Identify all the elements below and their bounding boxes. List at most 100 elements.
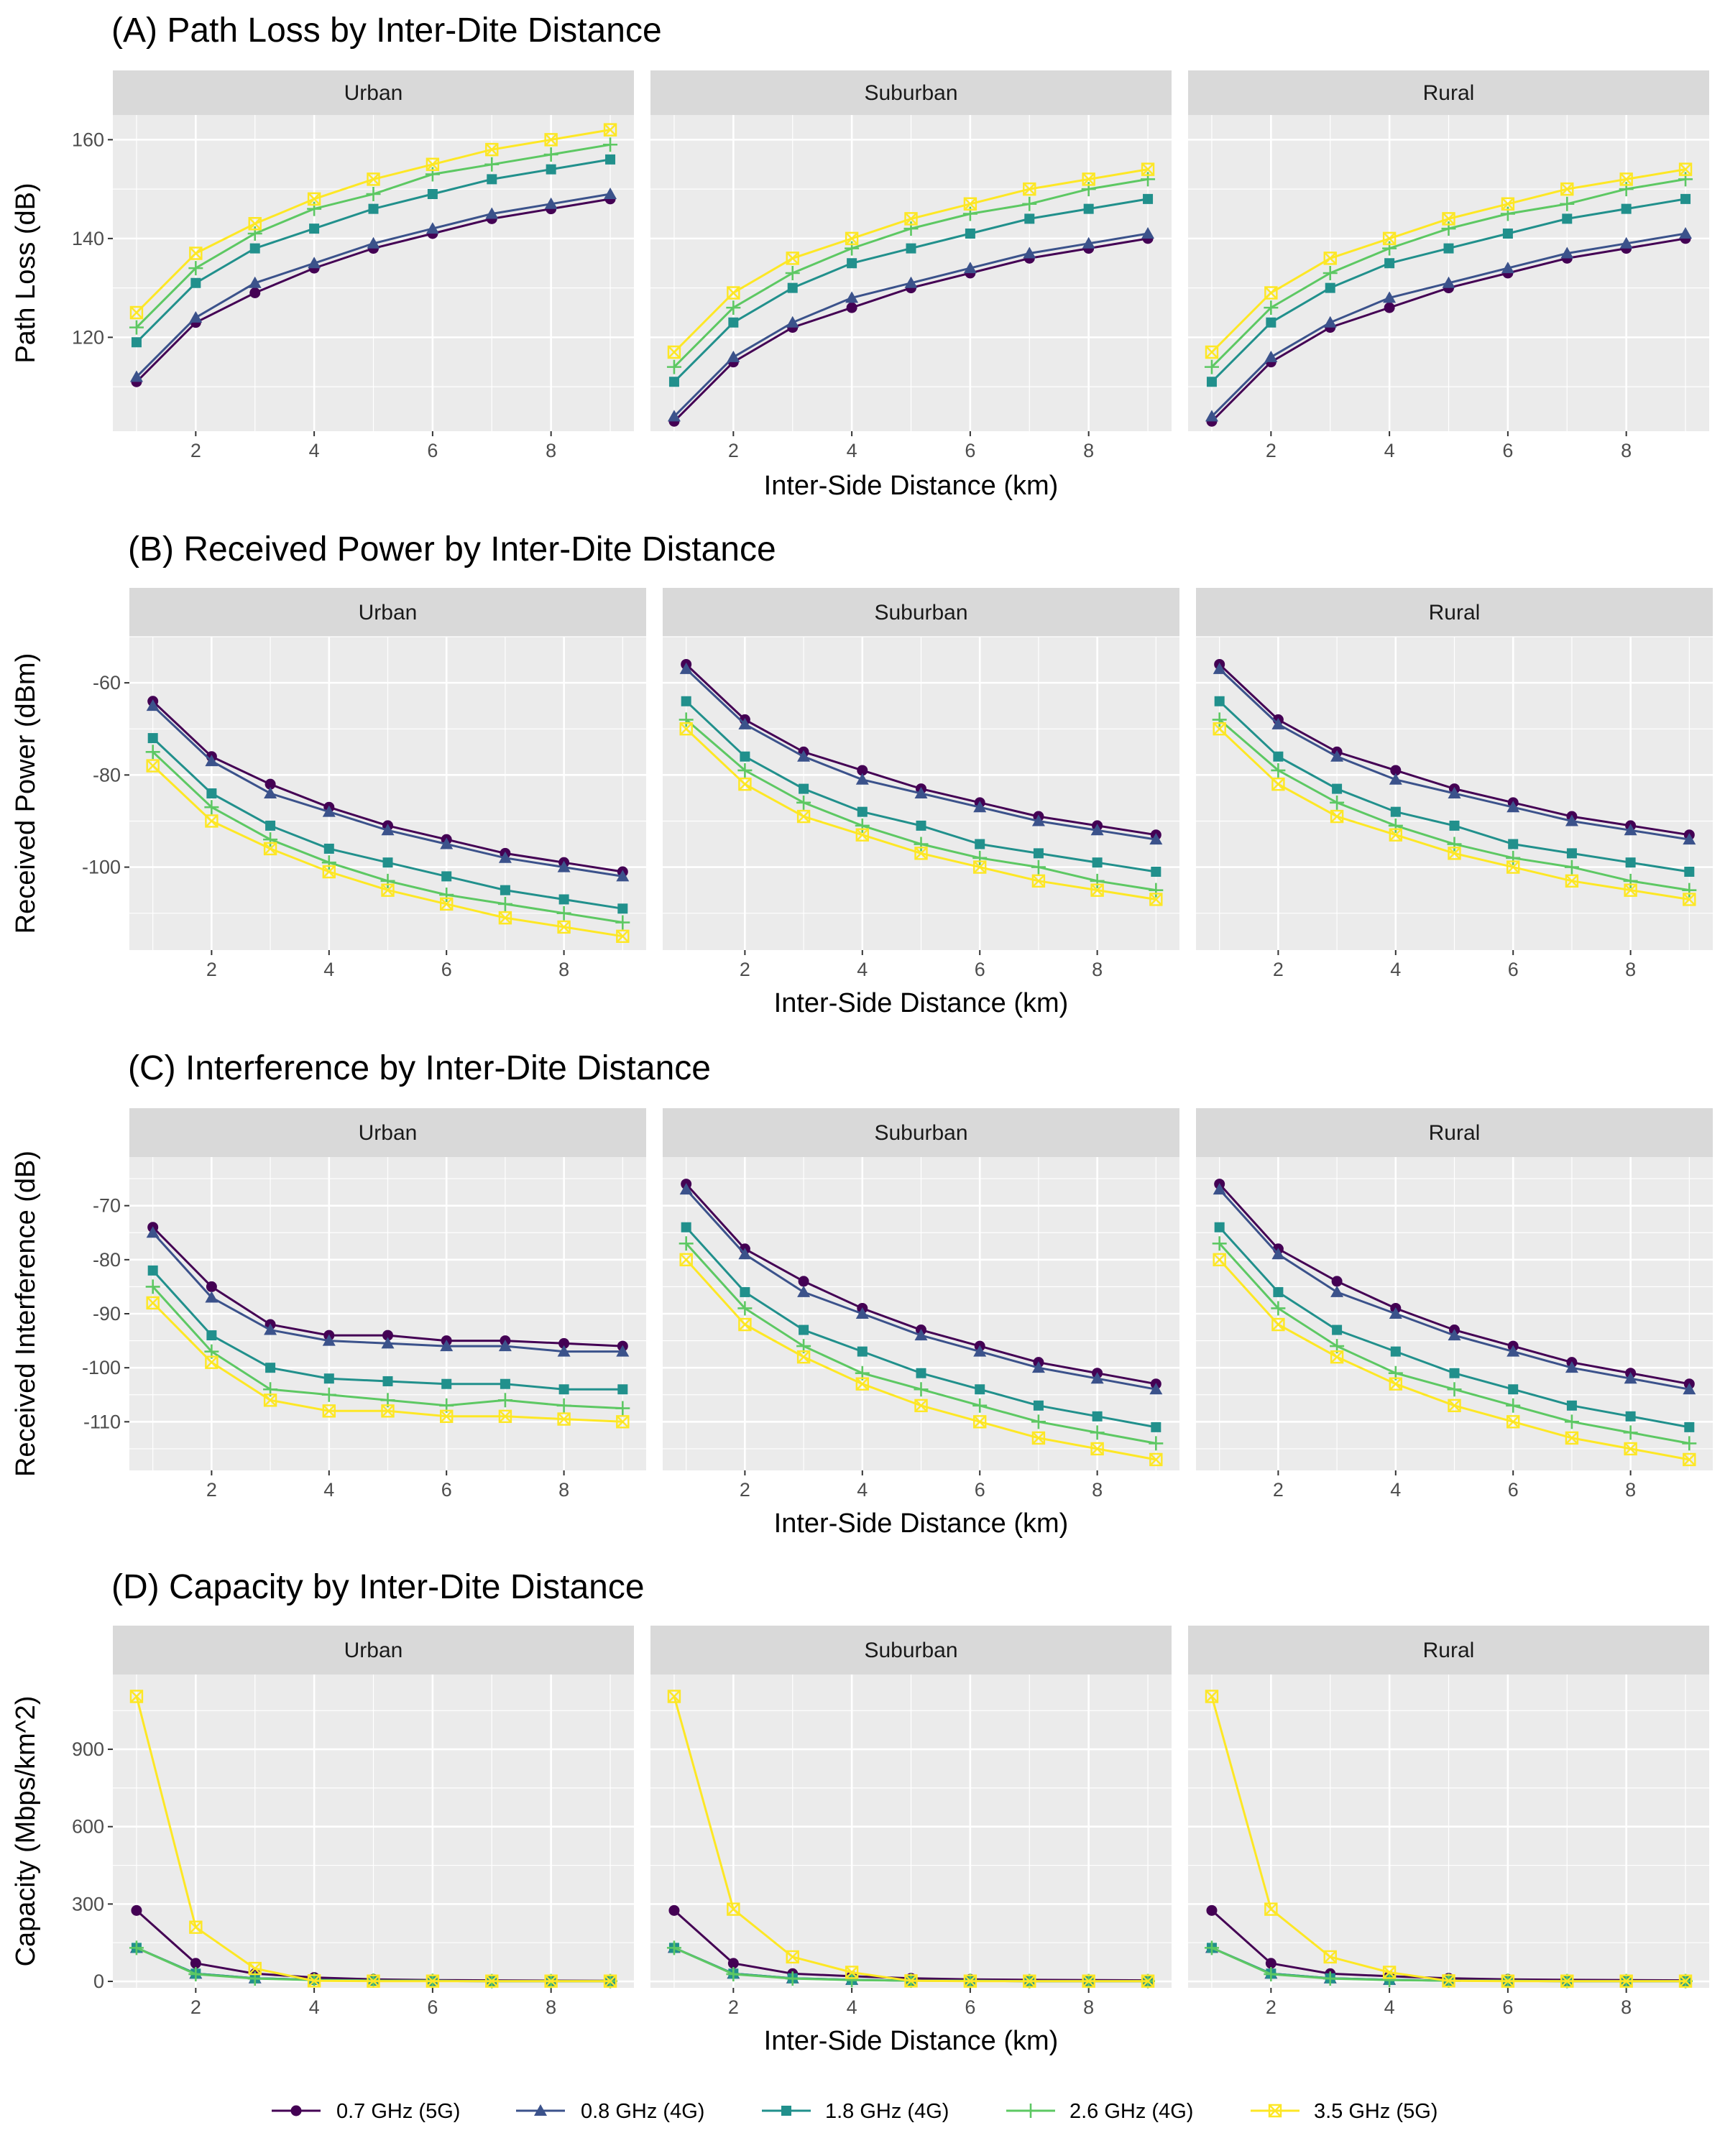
series-boxed-cross <box>679 1253 1163 1467</box>
data-point <box>147 733 158 744</box>
series-circle <box>147 1222 628 1352</box>
data-point <box>1031 1431 1046 1445</box>
data-point <box>1023 247 1036 259</box>
data-point <box>543 147 558 162</box>
series-boxed-cross <box>129 123 617 320</box>
x-tick-label: 4 <box>323 959 334 980</box>
data-point <box>556 906 571 921</box>
x-tick-label: 2 <box>728 1996 739 2018</box>
data-point <box>1624 1372 1637 1384</box>
data-point <box>1023 1974 1036 1988</box>
series-square <box>1206 193 1691 387</box>
data-point <box>190 277 201 288</box>
data-point <box>558 1337 570 1349</box>
data-point <box>146 699 160 711</box>
data-point <box>604 188 617 199</box>
series-square <box>1214 1222 1695 1432</box>
data-point <box>440 1340 454 1352</box>
x-tick-label: 6 <box>1508 1479 1519 1501</box>
data-point <box>1151 867 1162 877</box>
data-point <box>973 1415 987 1429</box>
data-point <box>1322 266 1338 280</box>
data-point <box>914 847 928 860</box>
data-point <box>1448 1329 1461 1341</box>
data-point <box>1031 1414 1046 1429</box>
x-axis-title: Inter-Side Distance (km) <box>764 2026 1059 2056</box>
data-point <box>975 839 985 849</box>
facet-label: Rural <box>1429 1121 1481 1145</box>
data-point <box>616 929 630 943</box>
data-point <box>323 843 334 854</box>
x-tick-label: 8 <box>558 959 569 980</box>
data-point <box>615 915 630 930</box>
data-point <box>1506 860 1520 874</box>
series-boxed-cross <box>1205 1690 1693 1988</box>
x-tick-label: 8 <box>1625 959 1636 980</box>
data-point <box>1083 203 1094 214</box>
y-tick-label: -60 <box>93 672 121 694</box>
data-point <box>738 1317 752 1332</box>
chart-row-4: (D) Capacity by Inter-Dite Distance Urban… <box>11 1568 1709 2056</box>
data-point <box>441 871 452 882</box>
data-point <box>678 712 694 727</box>
data-point <box>1214 1222 1225 1233</box>
facet-panel-suburban: Suburban 2 4 6 8 <box>663 1108 1179 1501</box>
data-point <box>1149 1452 1163 1467</box>
data-point <box>796 809 811 824</box>
facet-strip <box>129 1108 646 1157</box>
data-point <box>1390 1346 1401 1357</box>
facet-panel-rural: Rural 2 4 6 8 <box>1188 1626 1709 2018</box>
x-tick-label: 2 <box>190 440 201 461</box>
data-point <box>667 345 681 359</box>
data-point <box>381 1337 395 1349</box>
x-tick-label: 4 <box>323 1479 334 1501</box>
data-point <box>1090 1372 1104 1384</box>
data-point <box>1621 203 1632 214</box>
facet-panel-rural: Rural 2 4 6 8 <box>1196 588 1713 980</box>
x-tick-label: 8 <box>1092 1479 1103 1501</box>
data-point <box>1213 662 1226 674</box>
data-point <box>1323 1950 1337 1964</box>
x-tick-label: 2 <box>740 1479 750 1501</box>
data-point <box>264 787 277 798</box>
series-square <box>681 1222 1162 1432</box>
data-point <box>914 1382 929 1397</box>
data-point <box>440 897 454 911</box>
data-point <box>1323 252 1337 265</box>
data-point <box>740 1286 750 1297</box>
y-axis-title: Path Loss (dB) <box>11 183 41 363</box>
data-point <box>1024 213 1035 224</box>
chart-row-1: (A) Path Loss by Inter-Dite Distance Urba… <box>11 11 1709 501</box>
data-point <box>603 123 617 137</box>
data-point <box>1206 1904 1218 1916</box>
data-point <box>308 257 321 269</box>
x-tick-label: 6 <box>1508 959 1519 980</box>
legend-item: 1.8 GHz (4G) <box>762 2100 949 2123</box>
data-point <box>1442 1974 1455 1988</box>
data-point <box>916 1368 926 1378</box>
data-point <box>265 1363 276 1373</box>
data-point <box>1625 857 1636 868</box>
data-point <box>1092 857 1103 868</box>
data-point <box>205 814 218 828</box>
data-point <box>1506 1398 1521 1413</box>
x-tick-label: 8 <box>546 440 556 461</box>
data-point <box>485 142 499 157</box>
series-triangle <box>146 1226 630 1357</box>
series-triangle <box>1213 662 1696 845</box>
data-point <box>1449 820 1460 831</box>
data-point <box>1206 377 1217 387</box>
data-point <box>1141 162 1155 176</box>
x-tick-label: 2 <box>728 440 739 461</box>
data-point <box>322 1334 336 1346</box>
x-tick-label: 8 <box>546 1996 556 2018</box>
data-point <box>847 258 857 269</box>
data-point <box>1031 874 1046 888</box>
chart-title: (B) Received Power by Inter-Dite Distanc… <box>128 530 776 568</box>
data-point <box>1382 1966 1397 1979</box>
data-point <box>1273 751 1284 762</box>
y-axis-title: Capacity (Mbps/km^2) <box>11 1696 41 1967</box>
y-tick-label: 600 <box>72 1816 104 1838</box>
data-point <box>368 203 379 214</box>
